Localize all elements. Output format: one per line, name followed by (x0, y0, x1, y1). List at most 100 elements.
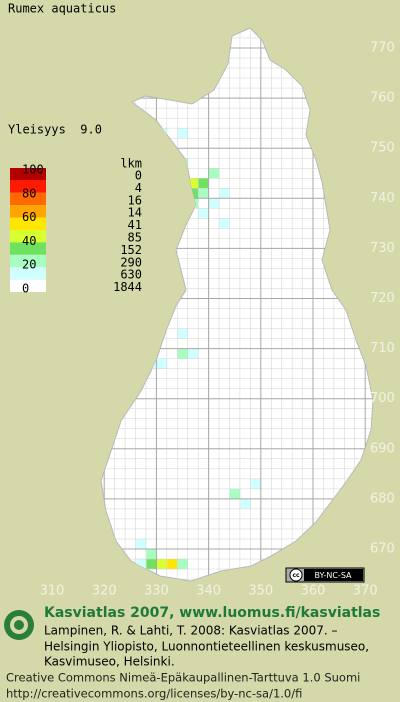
occurrence-cell (115, 178, 126, 189)
legend-count: 290 (120, 255, 142, 269)
citation-line: Helsingin Yliopisto, Luonnontieteellinen… (44, 640, 369, 654)
y-axis-label: 770 (370, 41, 395, 56)
occurrence-cell (104, 258, 116, 269)
occurrence-cell (101, 238, 105, 249)
occurrence-cell (146, 138, 157, 149)
occurrence-cell (73, 238, 83, 248)
occurrence-cell (73, 258, 83, 268)
occurrence-cell (21, 309, 31, 319)
legend-swatch (10, 217, 46, 230)
occurrence-cell (21, 539, 31, 549)
occurrence-cell (188, 198, 199, 209)
legend-count: 630 (120, 268, 142, 282)
y-axis-label: 730 (370, 241, 395, 256)
occurrence-cell (84, 258, 94, 268)
occurrence-cell (125, 308, 136, 319)
occurrence-cell (101, 248, 105, 259)
occurrence-cell (73, 278, 83, 288)
occurrence-cell (188, 348, 199, 359)
y-axis-label: 740 (370, 191, 395, 206)
frequency-label: Yleisyys 9.0 (8, 123, 102, 137)
x-axis-label: 360 (301, 584, 326, 599)
occurrence-cell (229, 488, 241, 499)
legend-swatch (10, 254, 46, 268)
occurrence-cell (156, 358, 168, 369)
occurrence-cell (188, 188, 199, 199)
legend-count: 16 (128, 193, 142, 207)
legend-percent: 0 (22, 282, 29, 296)
occurrence-cell (104, 188, 116, 199)
occurrence-cell (125, 338, 136, 349)
occurrence-cell (135, 138, 147, 149)
citation-line: Lampinen, R. & Lahti, T. 2008: Kasviatla… (44, 624, 338, 638)
occurrence-cell (135, 308, 147, 319)
occurrence-cell (146, 358, 157, 369)
legend-swatch (10, 242, 46, 255)
y-axis-label: 760 (370, 91, 395, 106)
occurrence-cell (146, 208, 157, 219)
svg-text:cc: cc (292, 572, 300, 579)
occurrence-cell (52, 309, 62, 319)
legend-percent: 20 (22, 258, 36, 272)
legend-percent: 80 (22, 186, 36, 200)
y-axis-label: 720 (370, 291, 395, 306)
legend-percent: 60 (22, 210, 36, 224)
occurrence-cell (177, 348, 189, 359)
occurrence-cell (52, 299, 62, 309)
occurrence-cell (84, 248, 94, 258)
x-axis-label: 350 (248, 584, 273, 599)
occurrence-cell (146, 178, 157, 189)
occurrence-cell (101, 258, 105, 269)
occurrence-cell (63, 299, 73, 309)
legend-percent: 40 (22, 234, 36, 248)
occurrence-cell (146, 128, 157, 139)
occurrence-cell (209, 168, 220, 179)
occurrence-cell (156, 188, 168, 199)
occurrence-cell (84, 559, 94, 569)
occurrence-cell (104, 218, 116, 229)
occurrence-cell (135, 348, 147, 359)
occurrence-cell (167, 148, 178, 159)
occurrence-cell (198, 178, 209, 189)
license-line: Creative Commons Nimeä-Epäkaupallinen-Ta… (6, 671, 360, 685)
occurrence-cell (198, 188, 209, 199)
y-axis-label: 690 (370, 441, 395, 456)
count-header: lkm (120, 157, 142, 171)
legend-count: 4 (135, 181, 142, 195)
occurrence-cell (42, 299, 52, 309)
legend-swatch (10, 180, 46, 193)
legend-swatch (10, 192, 46, 206)
occurrence-cell (73, 288, 83, 298)
occurrence-cell (198, 208, 209, 219)
legend-swatch (10, 168, 46, 181)
occurrence-cell (135, 559, 147, 570)
occurrence-cell (146, 559, 157, 570)
occurrence-cell (146, 198, 157, 209)
occurrence-cell (177, 328, 189, 339)
legend-swatch (10, 205, 46, 218)
occurrence-cell (125, 108, 136, 119)
y-axis-label: 680 (370, 491, 395, 506)
occurrence-cell (73, 569, 83, 579)
logo (4, 610, 34, 640)
license-line: http://creativecommons.org/licenses/by-n… (6, 687, 302, 701)
occurrence-cell (101, 298, 105, 309)
occurrence-cell (104, 198, 116, 209)
country-outline (100, 27, 374, 582)
legend-count: 1844 (113, 280, 142, 294)
y-axis-label: 700 (370, 391, 395, 406)
occurrence-cell (84, 218, 94, 228)
occurrence-cell (73, 549, 83, 559)
x-axis-label: 370 (353, 584, 378, 599)
legend-count: 0 (135, 169, 142, 183)
occurrence-cell (167, 178, 178, 189)
occurrence-cell (167, 188, 178, 199)
occurrence-cell (104, 98, 116, 109)
occurrence-cell (42, 309, 52, 319)
x-axis-label: 340 (196, 584, 221, 599)
occurrence-cell (101, 268, 105, 279)
occurrence-cell (84, 238, 94, 248)
occurrence-cell (167, 208, 178, 219)
legend-swatch (10, 267, 46, 280)
